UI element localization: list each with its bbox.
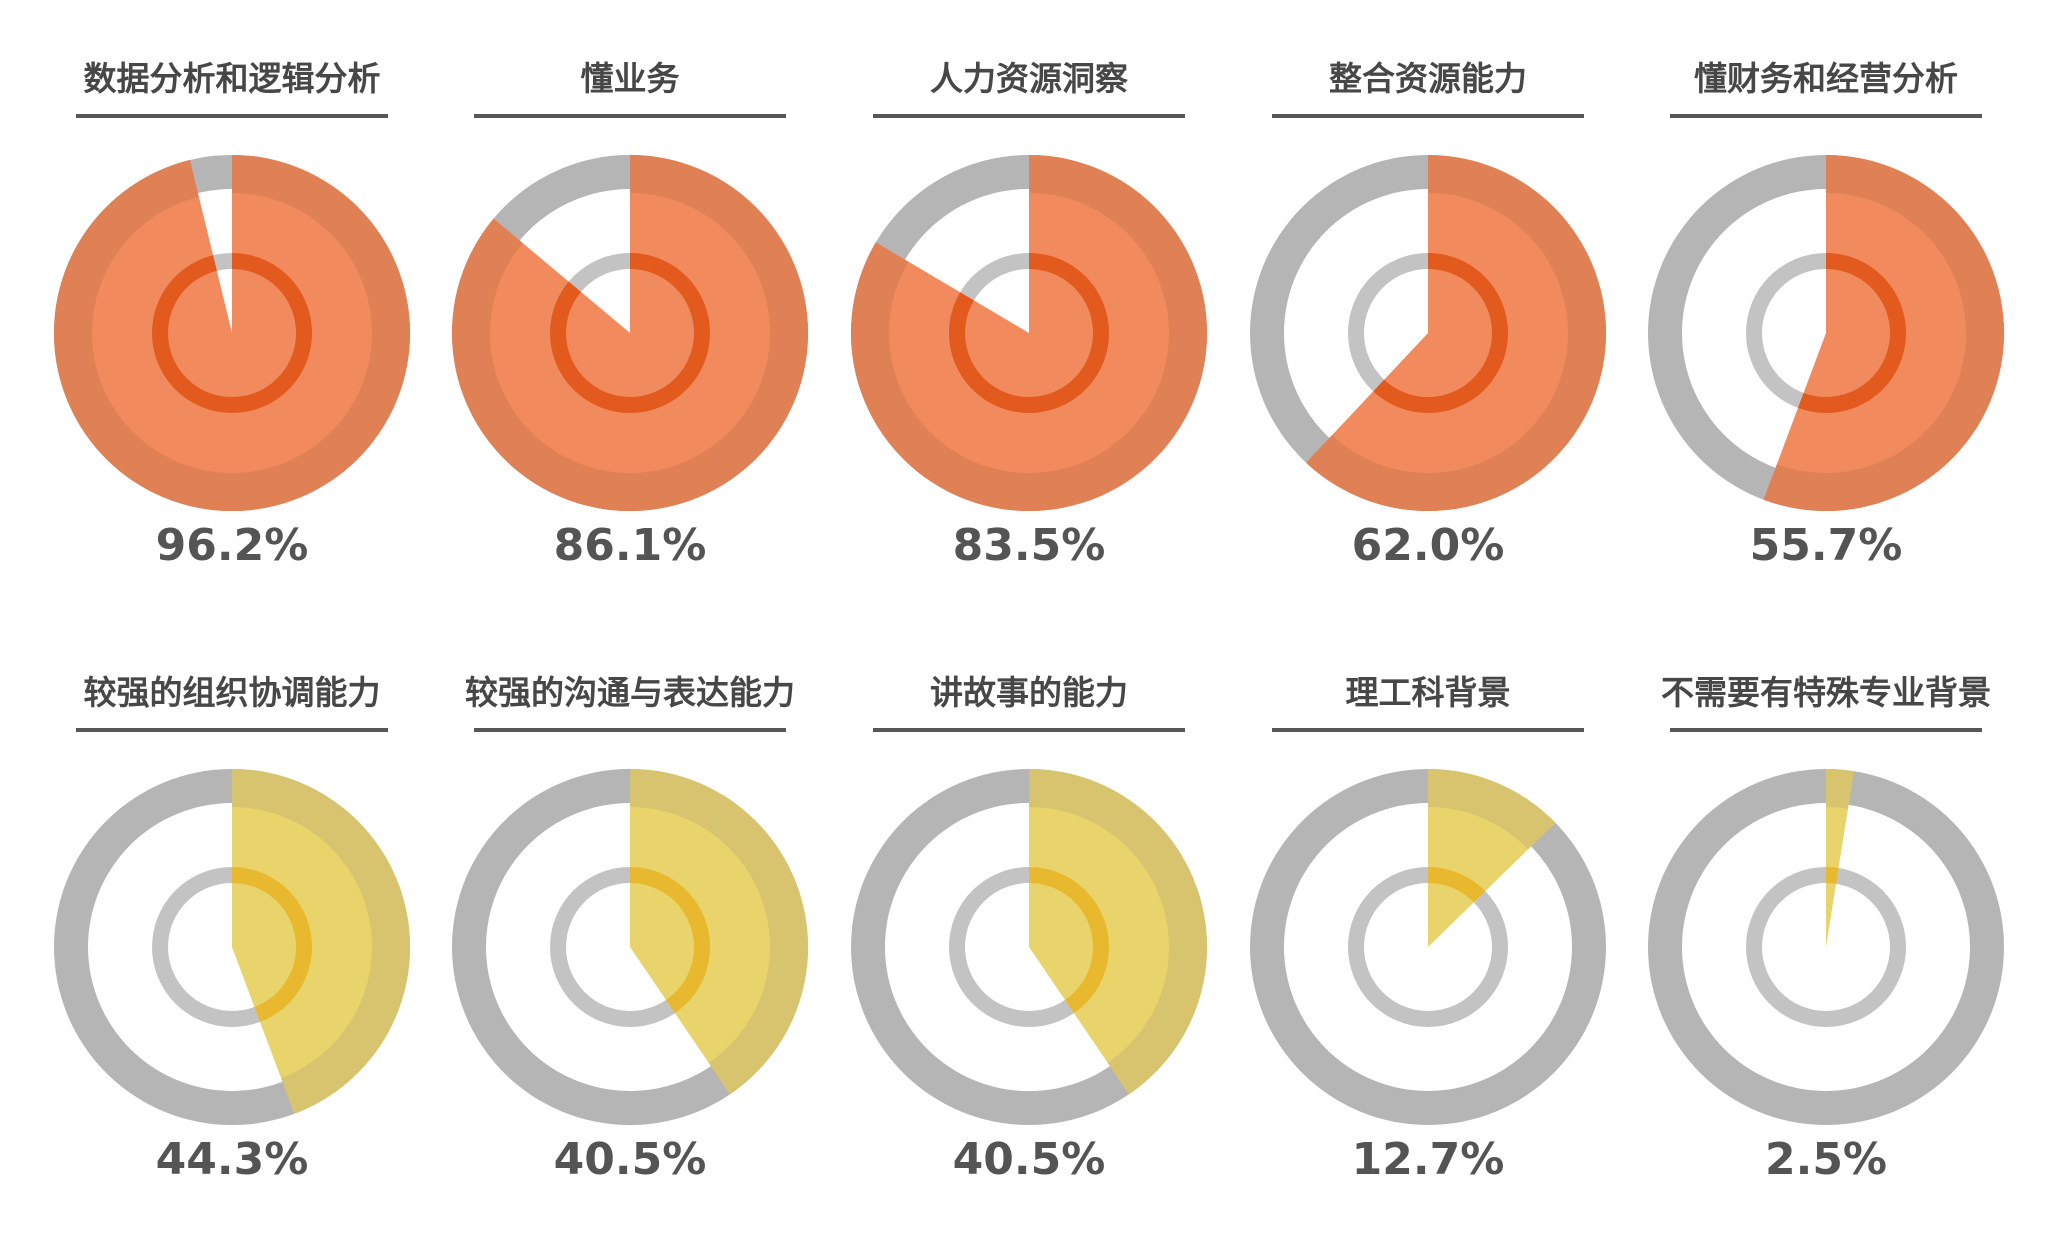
pie-slice-outer-band [1306, 155, 1606, 511]
pie-slice-outer-band [1826, 769, 1854, 809]
pie-panel: 数据分析和逻辑分析 96.2% [53, 59, 411, 571]
pie-panel: 懂业务 86.1% [451, 59, 808, 571]
pie-panel: 不需要有特殊专业背景 2.5% [1648, 673, 2004, 1185]
pie-value-label: 83.5% [953, 520, 1106, 571]
pie-slice-outer-band [1428, 769, 1556, 850]
pie-slice-inner-band [232, 867, 312, 1022]
pie-value-label: 12.7% [1352, 1134, 1505, 1185]
pie-title: 较强的组织协调能力 [84, 673, 381, 712]
pie-value-label: 2.5% [1765, 1134, 1887, 1185]
pie-panel: 较强的沟通与表达能力 40.5% [451, 673, 808, 1185]
pie-panel: 理工科背景 12.7% [1250, 673, 1606, 1185]
pie-value-label: 40.5% [554, 1134, 707, 1185]
pie-slice-inner-band [1029, 867, 1110, 1014]
pie-title: 不需要有特殊专业背景 [1661, 673, 1991, 712]
pie-title: 数据分析和逻辑分析 [84, 59, 381, 98]
pie-value-label: 62.0% [1352, 520, 1505, 571]
pie-slice-inner-band [1797, 253, 1907, 413]
pie-title: 讲故事的能力 [930, 673, 1128, 712]
pie-slice-outer-band [232, 769, 411, 1114]
pie-title: 懂业务 [581, 59, 680, 98]
pie-value-slice [1306, 155, 1606, 511]
pie-value-slice [451, 155, 808, 511]
pie-slice-outer-band [630, 769, 808, 1095]
pie-value-label: 55.7% [1750, 520, 1903, 571]
pie-title: 懂财务和经营分析 [1694, 59, 1958, 98]
pie-title: 理工科背景 [1346, 673, 1511, 712]
pie-slice-inner-band [630, 867, 711, 1014]
pie-value-slice [1826, 769, 1854, 947]
pie-title: 较强的沟通与表达能力 [465, 673, 795, 712]
pie-slice-outer-band [1763, 155, 2004, 512]
pie-slice-inner-band [1373, 253, 1509, 413]
pie-panel: 人力资源洞察 83.5% [851, 59, 1208, 571]
pie-slice-inner-band [1826, 867, 1839, 884]
pie-value-slice [851, 155, 1208, 512]
pie-title: 整合资源能力 [1329, 59, 1527, 98]
pie-value-label: 96.2% [156, 520, 309, 571]
pie-panel: 整合资源能力 62.0% [1250, 59, 1606, 571]
pie-panel: 讲故事的能力 40.5% [851, 673, 1207, 1185]
pie-slice-inner-band [1428, 867, 1486, 903]
pie-title: 人力资源洞察 [930, 59, 1128, 98]
pie-slice-outer-band [1029, 769, 1207, 1095]
pie-value-label: 40.5% [953, 1134, 1106, 1185]
pie-panel: 较强的组织协调能力 44.3% [53, 673, 411, 1185]
pie-value-label: 86.1% [554, 520, 707, 571]
pie-value-slice [53, 155, 410, 512]
pie-panel: 懂财务和经营分析 55.7% [1648, 59, 2004, 571]
pie-value-label: 44.3% [156, 1134, 309, 1185]
